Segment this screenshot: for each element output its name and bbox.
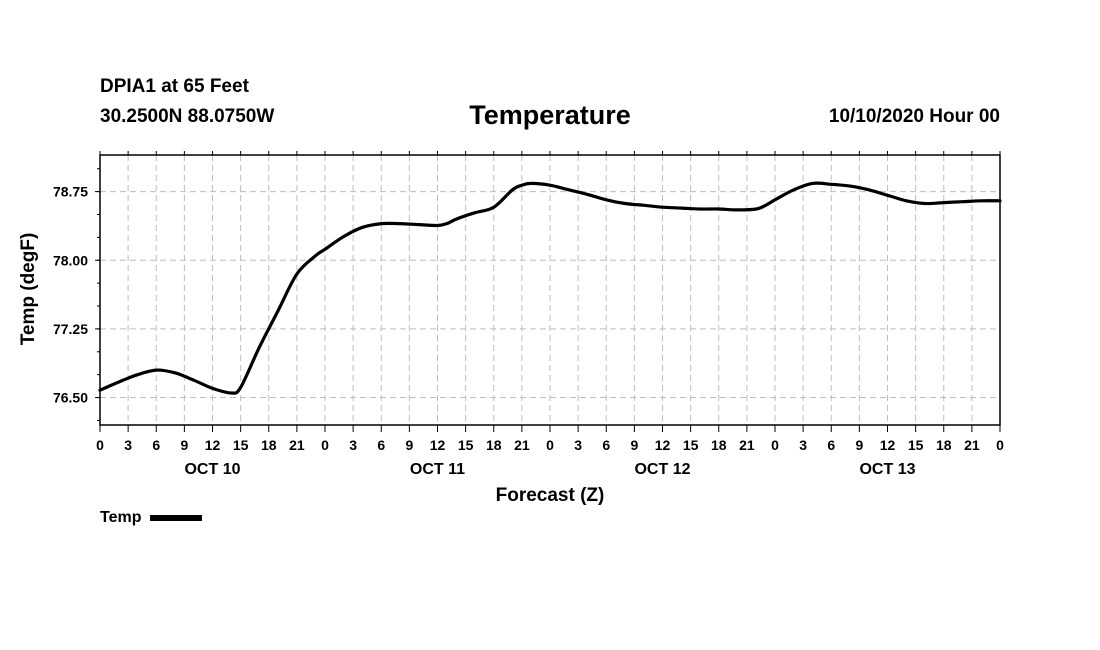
x-tick-label: 0 bbox=[996, 437, 1004, 453]
series-layer bbox=[98, 181, 1002, 395]
x-tick-label: 12 bbox=[205, 437, 221, 453]
x-tick-label: 0 bbox=[546, 437, 554, 453]
forecast-datetime: 10/10/2020 Hour 00 bbox=[828, 106, 1000, 127]
y-tick-label: 76.50 bbox=[53, 390, 88, 406]
x-tick-label: 3 bbox=[349, 437, 357, 453]
x-axis-label: Forecast (Z) bbox=[496, 485, 605, 506]
x-tick-label: 18 bbox=[261, 437, 277, 453]
x-tick-label: 3 bbox=[574, 437, 582, 453]
legend-swatch bbox=[150, 515, 203, 521]
legend-label: Temp bbox=[100, 509, 142, 526]
x-tick-label: 21 bbox=[289, 437, 305, 453]
x-tick-label: 9 bbox=[180, 437, 188, 453]
day-label: OCT 10 bbox=[184, 461, 240, 478]
x-tick-label: 0 bbox=[321, 437, 329, 453]
x-tick-label: 0 bbox=[96, 437, 104, 453]
y-axis-ticks: 76.50 77.25 78.00 78.75 bbox=[53, 168, 100, 421]
x-tick-label: 3 bbox=[799, 437, 807, 453]
x-tick-label: 6 bbox=[152, 437, 160, 453]
legend: Temp bbox=[100, 509, 203, 527]
x-tick-label: 9 bbox=[855, 437, 863, 453]
y-axis-label: Temp (degF) bbox=[18, 233, 39, 346]
x-tick-label: 15 bbox=[908, 437, 924, 453]
x-tick-label: 21 bbox=[739, 437, 755, 453]
x-tick-label: 18 bbox=[711, 437, 727, 453]
x-tick-label: 9 bbox=[630, 437, 638, 453]
chart-title: Temperature bbox=[469, 100, 631, 130]
x-tick-label: 21 bbox=[514, 437, 530, 453]
x-tick-label: 15 bbox=[458, 437, 474, 453]
day-label: OCT 13 bbox=[859, 461, 915, 478]
x-tick-label: 15 bbox=[233, 437, 249, 453]
x-tick-label: 18 bbox=[936, 437, 952, 453]
y-tick-label: 78.75 bbox=[53, 184, 88, 200]
coordinates-label: 30.2500N 88.0750W bbox=[100, 106, 275, 127]
day-label: OCT 12 bbox=[634, 461, 690, 478]
y-tick-label: 78.00 bbox=[53, 252, 88, 268]
x-tick-label: 6 bbox=[377, 437, 385, 453]
x-tick-label: 9 bbox=[405, 437, 413, 453]
y-tick-label: 77.25 bbox=[53, 321, 88, 337]
x-tick-label: 12 bbox=[430, 437, 446, 453]
x-tick-label: 0 bbox=[771, 437, 779, 453]
station-label: DPIA1 at 65 Feet bbox=[100, 76, 249, 97]
x-tick-label: 12 bbox=[655, 437, 671, 453]
temp-series-line bbox=[98, 181, 1002, 395]
x-tick-label: 18 bbox=[486, 437, 502, 453]
x-tick-label: 15 bbox=[683, 437, 699, 453]
day-label: OCT 11 bbox=[410, 461, 465, 478]
x-tick-label: 6 bbox=[602, 437, 610, 453]
x-tick-label: 21 bbox=[964, 437, 980, 453]
x-tick-label: 3 bbox=[124, 437, 132, 453]
x-tick-label: 6 bbox=[827, 437, 835, 453]
x-tick-label: 12 bbox=[880, 437, 896, 453]
day-labels: OCT 10 OCT 11 OCT 12 OCT 13 bbox=[184, 461, 915, 478]
x-axis-ticks: 0 3 6 9 12 15 18 21 0 3 6 9 12 15 18 21 0 3 6 9 12 15 18 21 0 3 6 9… bbox=[96, 151, 1004, 453]
gridlines bbox=[100, 155, 1000, 425]
